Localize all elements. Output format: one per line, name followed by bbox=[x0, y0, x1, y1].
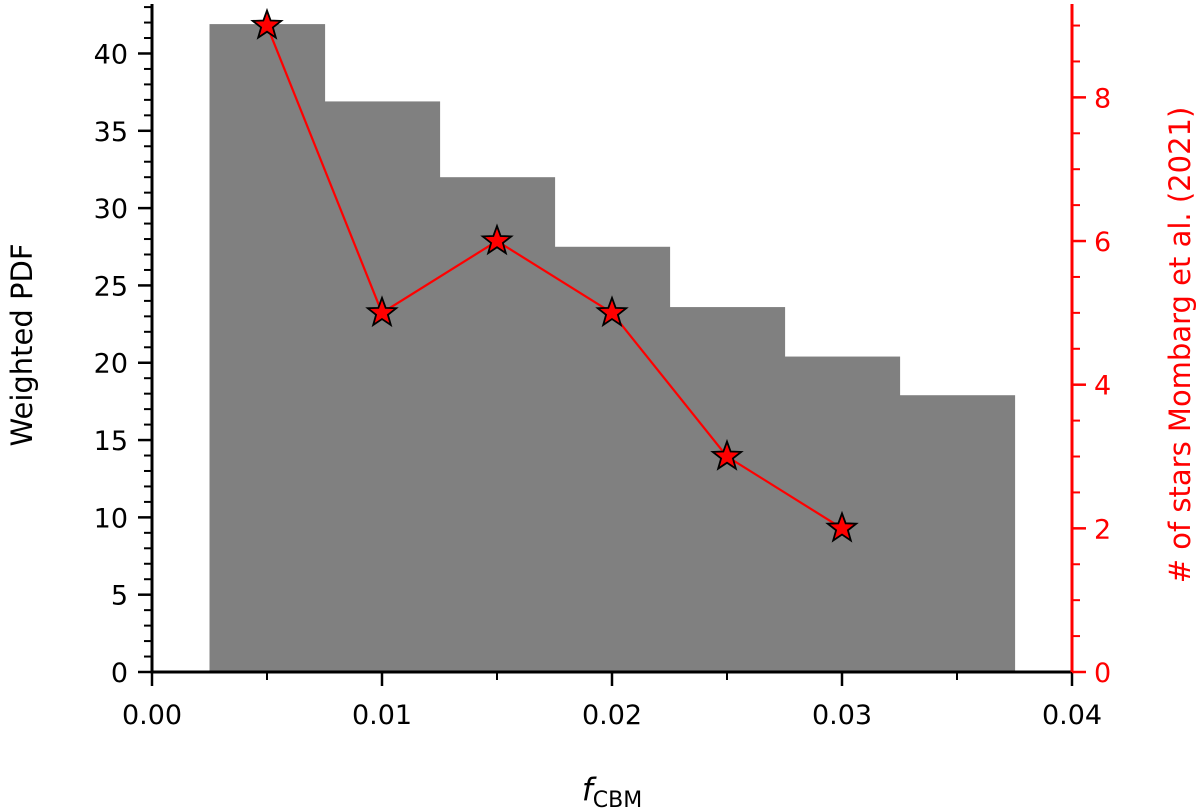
y-tick-label-right: 0 bbox=[1094, 658, 1111, 689]
star-marker bbox=[480, 223, 514, 256]
x-axis-title-sub: CBM bbox=[593, 788, 642, 812]
star-marker bbox=[365, 295, 399, 328]
y-axis-title-right: # of stars Mombarg et al. (2021) bbox=[1163, 107, 1197, 584]
y-tick-label-left: 35 bbox=[94, 117, 128, 148]
y-tick-label-left: 25 bbox=[94, 271, 128, 302]
y-tick-label-left: 20 bbox=[94, 349, 128, 380]
x-tick-label: 0.03 bbox=[812, 700, 872, 731]
x-tick-label: 0.04 bbox=[1042, 700, 1102, 731]
x-tick-label: 0.00 bbox=[122, 700, 182, 731]
series-line bbox=[265, 25, 843, 530]
y-tick-label-left: 30 bbox=[94, 194, 128, 225]
y-tick-label-left: 40 bbox=[94, 39, 128, 70]
histogram-bar bbox=[439, 177, 556, 672]
x-tick-label: 0.01 bbox=[352, 700, 412, 731]
y-tick-label-right: 8 bbox=[1094, 83, 1111, 114]
y-tick-label-right: 6 bbox=[1094, 227, 1111, 258]
histogram-bar bbox=[209, 24, 326, 672]
y-tick-label-left: 5 bbox=[111, 581, 128, 612]
histogram-bars bbox=[209, 24, 1016, 672]
y-tick-label-right: 4 bbox=[1094, 371, 1111, 402]
y-tick-label-left: 10 bbox=[94, 503, 128, 534]
star-marker bbox=[825, 510, 859, 543]
y-tick-label-right: 2 bbox=[1094, 514, 1111, 545]
histogram-bar bbox=[669, 307, 786, 672]
x-tick-label: 0.02 bbox=[582, 700, 642, 731]
y-tick-label-left: 15 bbox=[94, 426, 128, 457]
y-tick-label-left: 0 bbox=[111, 658, 128, 689]
y-axis-title-left: Weighted PDF bbox=[5, 244, 39, 447]
star-marker bbox=[710, 438, 744, 471]
x-axis-title: fCBM bbox=[582, 772, 642, 812]
stars-series bbox=[250, 7, 859, 543]
star-marker bbox=[250, 7, 284, 40]
histogram-bar bbox=[324, 101, 441, 672]
ticks: 0.00 0.01 0.02 0.03 0.04 0 5 10 15 20 25 30 35 40 0 2 4 6… bbox=[94, 6, 1111, 731]
histogram-bar bbox=[899, 395, 1016, 672]
star-marker bbox=[595, 295, 629, 328]
